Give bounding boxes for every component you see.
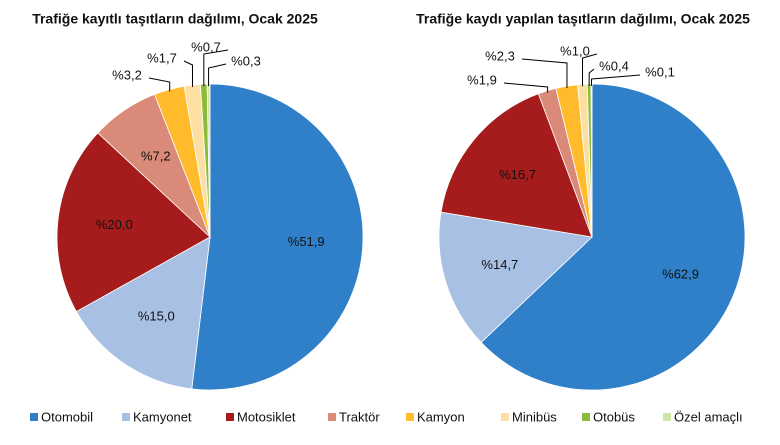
pie-slice [438, 211, 593, 343]
pie-slice [56, 132, 211, 313]
pie-slice [480, 83, 746, 391]
data-label: %7,2 [141, 149, 171, 164]
legend-label: Motosiklet [237, 409, 296, 424]
legend-label: Traktör [339, 409, 380, 424]
data-label: %0,3 [231, 53, 261, 68]
leader-line [591, 74, 641, 87]
chart-title: Trafiğe kayıtlı taşıtların dağılımı, Oca… [32, 11, 318, 27]
legend-label: Minibüs [512, 409, 557, 424]
data-label: %0,1 [645, 64, 675, 79]
legend-swatch [501, 413, 509, 421]
leader-line [203, 49, 229, 87]
leader-line [503, 82, 549, 93]
data-label: %51,9 [288, 234, 325, 249]
data-label: %1,0 [560, 43, 590, 58]
chart-title: Trafiğe kaydı yapılan taşıtların dağılım… [416, 11, 750, 27]
legend-label: Kamyonet [133, 409, 192, 424]
data-label: %0,7 [191, 39, 221, 54]
legend-swatch [406, 413, 414, 421]
leader-line [582, 53, 598, 87]
leader-line [208, 63, 227, 87]
legend-label: Özel amaçlı [674, 409, 743, 424]
data-label: %16,7 [499, 167, 536, 182]
leader-line [588, 68, 595, 87]
legend-swatch [30, 413, 38, 421]
legend-swatch [663, 413, 671, 421]
data-label: %62,9 [662, 266, 699, 281]
leader-line [183, 60, 193, 88]
legend-swatch [582, 413, 590, 421]
data-label: %15,0 [138, 308, 175, 323]
pie-slice [75, 236, 211, 390]
data-label: %1,7 [147, 50, 177, 65]
data-label: %3,2 [112, 67, 142, 82]
legend-swatch [226, 413, 234, 421]
legend-label: Kamyon [417, 409, 465, 424]
data-label: %1,9 [467, 72, 497, 87]
legend-label: Otobüs [593, 409, 635, 424]
legend-swatch [122, 413, 130, 421]
leader-line [521, 58, 568, 89]
legend-swatch [328, 413, 336, 421]
data-label: %14,7 [481, 257, 518, 272]
data-label: %2,3 [485, 48, 515, 63]
pie-slice [191, 83, 364, 391]
data-label: %20,0 [96, 217, 133, 232]
pie-slice [440, 93, 593, 238]
legend-label: Otomobil [41, 409, 93, 424]
data-label: %0,4 [599, 58, 629, 73]
leader-line [148, 77, 171, 92]
